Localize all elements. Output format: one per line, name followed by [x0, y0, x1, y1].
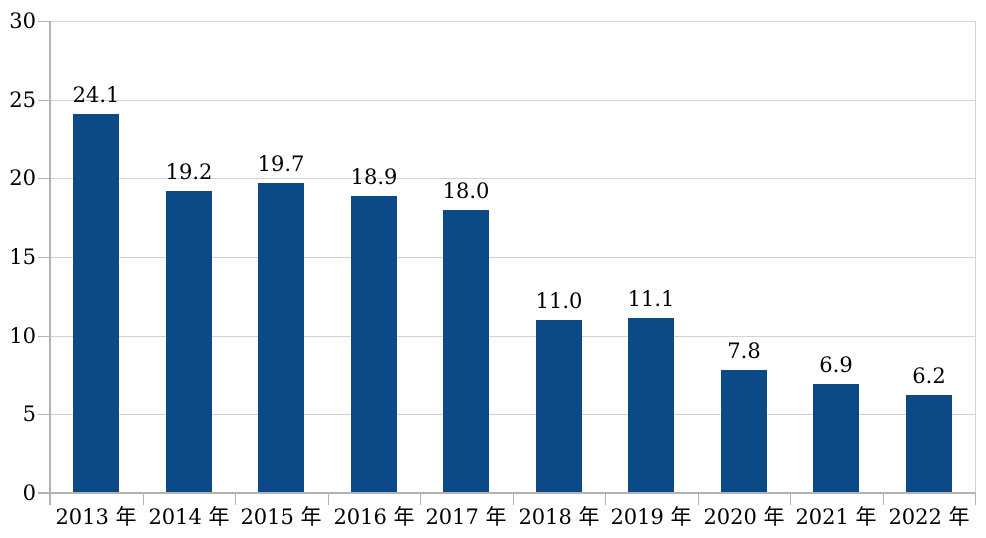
y-axis-label: 25	[9, 88, 36, 112]
x-axis-label: 2022 年	[888, 505, 970, 529]
y-axis-label: 10	[9, 324, 36, 348]
bar	[628, 318, 674, 493]
plot-area-right-border	[975, 21, 976, 493]
bar	[351, 196, 397, 493]
gridline	[50, 336, 975, 337]
bar	[443, 210, 489, 493]
bar-value-label: 11.1	[627, 287, 675, 311]
y-axis-label: 5	[22, 402, 36, 426]
x-axis-label: 2014 年	[148, 505, 230, 529]
x-axis-tick	[883, 493, 884, 505]
bar-value-label: 18.0	[442, 179, 490, 203]
bar-value-label: 18.9	[350, 165, 398, 189]
x-axis-label: 2013 年	[55, 505, 137, 529]
y-axis-line	[49, 21, 51, 505]
x-axis-label: 2017 年	[425, 505, 507, 529]
y-axis-label: 0	[22, 481, 36, 505]
x-axis-tick	[605, 493, 606, 505]
x-axis-tick	[143, 493, 144, 505]
bar-value-label: 19.2	[165, 160, 213, 184]
bar-value-label: 24.1	[72, 83, 120, 107]
y-axis-tick	[38, 100, 50, 101]
y-axis-tick	[38, 414, 50, 415]
gridline	[50, 21, 975, 22]
y-axis-tick	[38, 21, 50, 22]
y-axis-label: 20	[9, 166, 36, 190]
y-axis-tick	[38, 336, 50, 337]
x-axis-tick	[235, 493, 236, 505]
gridline	[50, 257, 975, 258]
bar	[813, 384, 859, 493]
x-axis-tick	[975, 493, 976, 505]
bar-value-label: 7.8	[727, 339, 761, 363]
x-axis-label: 2016 年	[333, 505, 415, 529]
x-axis-tick	[698, 493, 699, 505]
y-axis-tick	[38, 257, 50, 258]
bar-value-label: 11.0	[535, 289, 583, 313]
bar	[536, 320, 582, 493]
gridline	[50, 178, 975, 179]
x-axis-label: 2020 年	[703, 505, 785, 529]
x-axis-tick	[790, 493, 791, 505]
x-axis-line	[38, 492, 975, 494]
x-axis-tick	[513, 493, 514, 505]
bar-value-label: 19.7	[257, 152, 305, 176]
y-axis-tick	[38, 178, 50, 179]
x-axis-tick	[420, 493, 421, 505]
bar-value-label: 6.2	[912, 364, 946, 388]
bar	[906, 395, 952, 493]
gridline	[50, 414, 975, 415]
x-axis-label: 2021 年	[795, 505, 877, 529]
x-axis-label: 2018 年	[518, 505, 600, 529]
gridline	[50, 100, 975, 101]
y-axis-label: 30	[9, 9, 36, 33]
bar	[258, 183, 304, 493]
bar	[73, 114, 119, 493]
x-axis-tick	[328, 493, 329, 505]
y-axis-label: 15	[9, 245, 36, 269]
bar	[721, 370, 767, 493]
bar	[166, 191, 212, 493]
x-axis-label: 2019 年	[610, 505, 692, 529]
x-axis-label: 2015 年	[240, 505, 322, 529]
bar-value-label: 6.9	[819, 353, 853, 377]
